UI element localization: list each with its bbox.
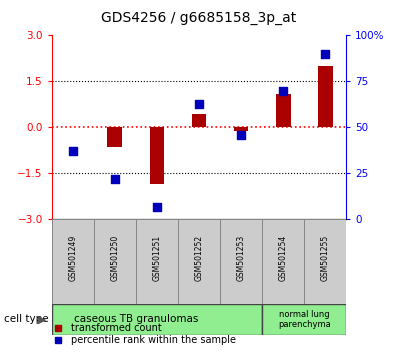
Bar: [318, 66, 333, 127]
Bar: [234, 127, 248, 131]
Text: GSM501250: GSM501250: [110, 235, 119, 281]
Bar: [52, 304, 262, 335]
Legend: transformed count, percentile rank within the sample: transformed count, percentile rank withi…: [45, 319, 240, 349]
Bar: [192, 114, 206, 127]
Bar: [52, 219, 94, 304]
Bar: [262, 219, 304, 304]
Text: GSM501252: GSM501252: [195, 235, 203, 281]
Text: GDS4256 / g6685158_3p_at: GDS4256 / g6685158_3p_at: [101, 11, 297, 25]
Bar: [276, 94, 291, 127]
Point: [112, 176, 118, 182]
Text: GSM501253: GSM501253: [236, 235, 246, 281]
Text: GSM501255: GSM501255: [321, 235, 330, 281]
Point: [238, 132, 244, 138]
Point: [322, 51, 328, 57]
Point: [196, 101, 202, 106]
Text: normal lung
parenchyma: normal lung parenchyma: [278, 310, 331, 329]
Bar: [136, 219, 178, 304]
Text: GSM501249: GSM501249: [68, 235, 77, 281]
Bar: [262, 304, 346, 335]
Text: GSM501254: GSM501254: [279, 235, 288, 281]
Text: caseous TB granulomas: caseous TB granulomas: [74, 314, 198, 325]
Text: cell type: cell type: [4, 314, 49, 325]
Point: [70, 149, 76, 154]
Bar: [94, 219, 136, 304]
Point: [154, 204, 160, 210]
Text: GSM501251: GSM501251: [152, 235, 162, 281]
Bar: [150, 127, 164, 184]
Bar: [220, 219, 262, 304]
Bar: [178, 219, 220, 304]
Bar: [107, 127, 122, 147]
Point: [280, 88, 286, 93]
Bar: [304, 219, 346, 304]
Text: ▶: ▶: [37, 314, 46, 325]
